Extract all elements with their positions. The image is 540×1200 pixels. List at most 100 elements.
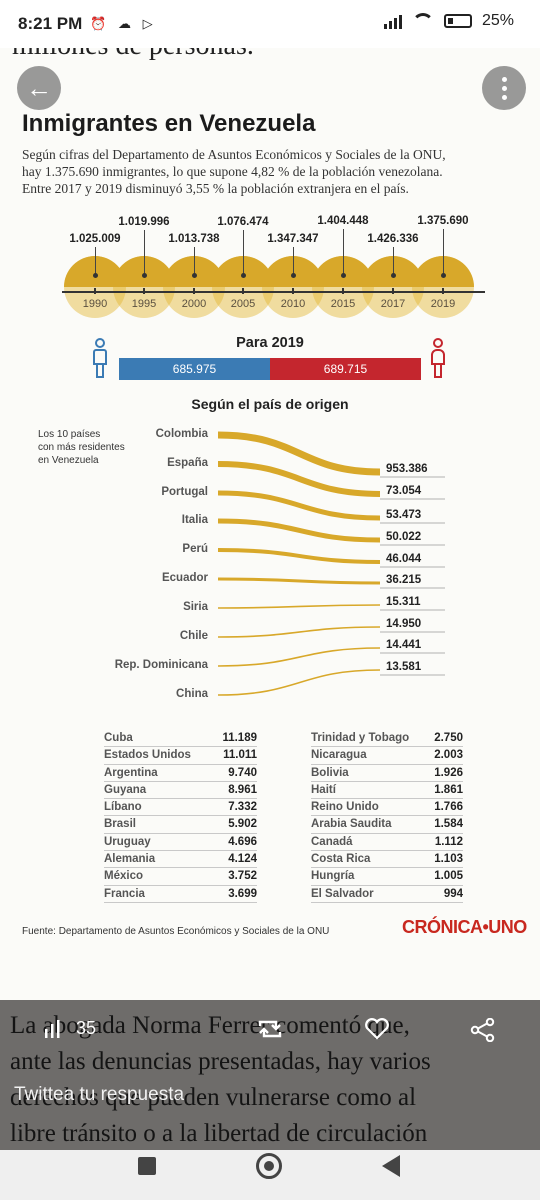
women-value: 689.715: [323, 362, 368, 376]
like-button[interactable]: [364, 1018, 390, 1040]
row-value: 1.112: [434, 835, 463, 848]
row-country: Líbano: [104, 801, 142, 814]
origin-flow-band: [217, 647, 381, 667]
share-button[interactable]: [470, 1018, 496, 1042]
table-row: Líbano 7.332: [104, 799, 257, 817]
nav-home-icon[interactable]: [256, 1153, 282, 1179]
table-row: Cuba 11.189: [104, 730, 257, 748]
top-country-value: 15.311: [386, 596, 421, 608]
subtitle-line: Según cifras del Departamento de Asuntos…: [22, 147, 446, 162]
article-line: La abogada Norma Ferrer comentó que,: [10, 1012, 410, 1039]
top-country-value: 53.473: [386, 509, 422, 521]
row-country: Trinidad y Tobago: [311, 732, 410, 744]
top-country-value: 36.215: [386, 574, 422, 586]
infographic-subtitle: Según cifras del Departamento de Asuntos…: [22, 146, 522, 197]
subtitle-line: hay 1.375.690 inmigrantes, lo que supone…: [22, 164, 443, 179]
views-button[interactable]: 35: [44, 1018, 96, 1039]
source-note: Fuente: Departamento de Asuntos Económic…: [22, 926, 330, 937]
row-country: México: [104, 870, 143, 883]
row-country: Guyana: [104, 783, 147, 796]
row-value: 2.750: [434, 732, 463, 744]
table-row: Costa Rica 1.103: [311, 851, 463, 869]
reply-input[interactable]: Twittea tu respuesta: [14, 1084, 185, 1105]
row-value: 2.003: [434, 749, 463, 762]
timeline-year: 2017: [380, 298, 406, 310]
more-button[interactable]: [482, 66, 526, 110]
top-country-name: Portugal: [161, 486, 208, 498]
article-overlay: [0, 1000, 540, 1150]
like-icon: [365, 1018, 389, 1040]
nav-back-icon[interactable]: [382, 1155, 400, 1177]
top-country-value: 953.386: [386, 463, 428, 475]
timeline-year: 2005: [230, 298, 256, 310]
article-text: La abogada Norma Ferrer comentó que, ant…: [10, 1008, 530, 1152]
row-country: Bolivia: [311, 766, 349, 779]
male-icon: [90, 338, 110, 380]
back-button[interactable]: ←: [17, 66, 61, 110]
top-country-name: Rep. Dominicana: [114, 659, 208, 671]
row-country: Hungría: [311, 870, 355, 883]
row-country: Alemania: [104, 853, 156, 866]
timeline-value: 1.025.009: [69, 233, 121, 245]
origin-flow-band: [217, 604, 381, 609]
timeline-stem: [391, 247, 396, 278]
share-icon: [470, 1018, 495, 1042]
table-row: Alemania 4.124: [104, 851, 257, 869]
row-country: Reino Unido: [311, 801, 379, 814]
row-value: 4.124: [228, 853, 257, 866]
origin-flow-band: [217, 461, 381, 497]
timeline-year: 2015: [330, 298, 356, 310]
retweet-icon: [258, 1020, 282, 1038]
row-value: 9.740: [228, 766, 257, 779]
row-country: Canadá: [311, 835, 353, 848]
top-country-value: 14.441: [386, 639, 422, 651]
origin-flow-chart: [217, 431, 445, 696]
table-row: México 3.752: [104, 868, 257, 886]
tweet-actions: 35: [0, 1014, 540, 1054]
row-value: 7.332: [228, 801, 257, 814]
origin-flow-band: [217, 626, 381, 638]
origin-note-line: con más residentes: [38, 442, 125, 453]
table-row: Hungría 1.005: [311, 868, 463, 886]
status-right: 25%: [383, 12, 514, 30]
article-line: derechos que pueden vulnerarse como al: [10, 1084, 417, 1111]
row-country: Nicaragua: [311, 749, 367, 762]
timeline-axis: [62, 291, 485, 293]
row-country: Uruguay: [104, 835, 151, 848]
table-row: Haití 1.861: [311, 782, 463, 800]
more-vert-icon: [501, 76, 507, 100]
top-country-value: 14.950: [386, 618, 422, 630]
timeline-value: 1.375.690: [417, 215, 469, 227]
retweet-button[interactable]: [256, 1018, 284, 1040]
origin-flow-band: [217, 669, 381, 696]
table-row: Reino Unido 1.766: [311, 799, 463, 817]
timeline-stem: [341, 229, 346, 278]
views-icon: [45, 1019, 60, 1038]
row-country: El Salvador: [311, 887, 374, 900]
timeline-value: 1.076.474: [217, 216, 269, 228]
infographic-image[interactable]: Inmigrantes en Venezuela Según cifras de…: [0, 48, 540, 1000]
female-icon: [428, 338, 448, 380]
table-row: Argentina 9.740: [104, 765, 257, 782]
row-country: Estados Unidos: [104, 749, 191, 762]
wifi-icon: [411, 13, 434, 29]
nav-recents-icon[interactable]: [138, 1157, 156, 1175]
table-row: Canadá 1.112: [311, 834, 463, 852]
timeline-year: 1995: [131, 298, 157, 310]
row-value: 1.103: [434, 853, 463, 866]
top-country-value: 46.044: [386, 553, 422, 565]
battery-value: 25: [481, 12, 500, 29]
origin-title: Según el país de origen: [191, 396, 349, 412]
table-row: El Salvador 994: [311, 886, 463, 903]
timeline-value: 1.347.347: [267, 233, 319, 245]
top-country-name: Ecuador: [161, 572, 208, 584]
signal-icon: [383, 13, 402, 29]
subtitle-line: Entre 2017 y 2019 disminuyó 3,55 % la po…: [22, 181, 409, 196]
row-country: Argentina: [104, 766, 158, 779]
top-country-value: 13.581: [386, 661, 422, 673]
men-bar: 685.975: [119, 358, 270, 380]
origin-flow-band: [217, 490, 381, 521]
table-row: Trinidad y Tobago 2.750: [311, 730, 463, 748]
top-country-name: España: [167, 457, 208, 469]
top-country-value: 73.054: [386, 485, 422, 497]
